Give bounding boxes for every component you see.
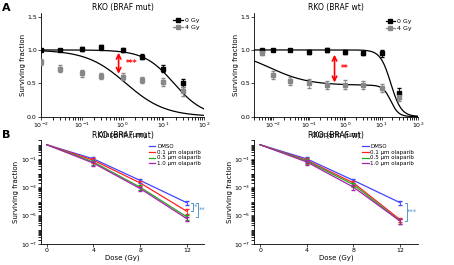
Title: RKO (BRAF mut): RKO (BRAF mut) — [92, 3, 153, 12]
X-axis label: Olaparib (μm): Olaparib (μm) — [99, 131, 147, 138]
Text: ***: *** — [407, 209, 417, 215]
X-axis label: Olaparib (μm): Olaparib (μm) — [312, 131, 360, 138]
Title: RKO (BRAF wt): RKO (BRAF wt) — [308, 3, 364, 12]
Text: **: ** — [341, 64, 349, 73]
Legend: DMSO, 0.1 μm olaparib, 0.5 μm olaparib, 1.0 μm olaparib: DMSO, 0.1 μm olaparib, 0.5 μm olaparib, … — [361, 143, 415, 167]
Y-axis label: Surviving fraction: Surviving fraction — [20, 34, 25, 96]
Y-axis label: Surviving fraction: Surviving fraction — [233, 34, 239, 96]
Text: A: A — [2, 3, 11, 13]
Title: RKO (BRAF wt): RKO (BRAF wt) — [308, 131, 364, 140]
Text: *: * — [194, 204, 197, 210]
Text: B: B — [2, 130, 10, 140]
X-axis label: Dose (Gy): Dose (Gy) — [105, 254, 140, 261]
Text: **: ** — [198, 207, 205, 213]
Legend: DMSO, 0.1 μm olaparib, 0.5 μm olaparib, 1.0 μm olaparib: DMSO, 0.1 μm olaparib, 0.5 μm olaparib, … — [148, 143, 202, 167]
X-axis label: Dose (Gy): Dose (Gy) — [319, 254, 353, 261]
Legend: 0 Gy, 4 Gy: 0 Gy, 4 Gy — [172, 16, 201, 32]
Legend: 0 Gy, 4 Gy: 0 Gy, 4 Gy — [383, 16, 415, 34]
Y-axis label: Surviving fraction: Surviving fraction — [227, 161, 232, 223]
Text: ***: *** — [126, 59, 138, 68]
Y-axis label: Surviving fraction: Surviving fraction — [13, 161, 19, 223]
Title: RKO (BRAF mut): RKO (BRAF mut) — [92, 131, 153, 140]
